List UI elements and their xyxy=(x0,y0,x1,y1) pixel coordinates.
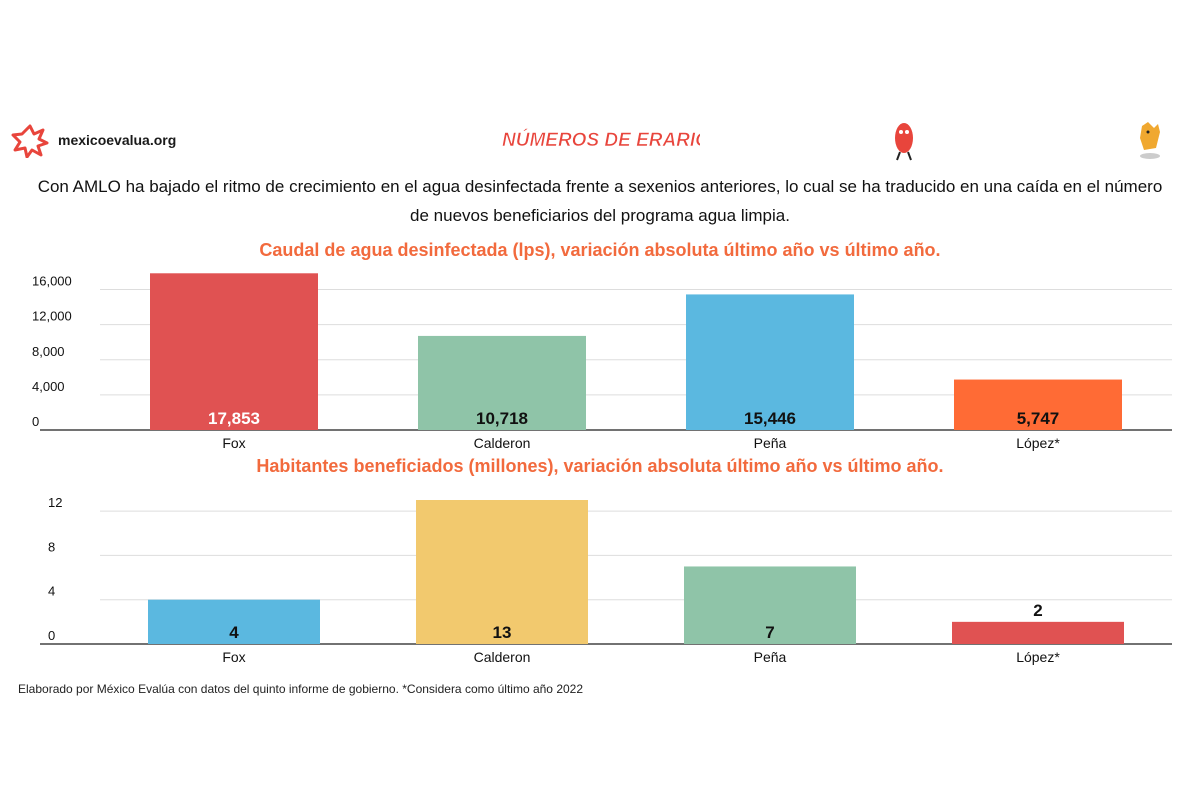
x-tick-label: Calderon xyxy=(474,649,531,665)
bar xyxy=(416,500,588,644)
x-tick-label: Fox xyxy=(222,649,245,665)
header: mexicoevalua.org NÚMEROS DE ERARIO xyxy=(0,118,1200,162)
data-label: 17,853 xyxy=(208,409,260,428)
y-tick-label: 0 xyxy=(48,628,55,643)
chart-title: Habitantes beneficiados (millones), vari… xyxy=(256,456,944,476)
x-tick-label: López* xyxy=(1016,649,1060,665)
mexico-evalua-logo-icon xyxy=(11,124,49,158)
data-label: 7 xyxy=(765,623,774,642)
bar xyxy=(684,566,856,644)
bar xyxy=(686,294,854,430)
data-label: 4 xyxy=(229,623,239,642)
headline: Con AMLO ha bajado el ritmo de crecimien… xyxy=(37,177,1163,225)
y-tick-label: 8,000 xyxy=(32,344,65,359)
bar xyxy=(952,621,1124,644)
x-tick-label: Fox xyxy=(222,435,245,451)
bar-chart-habitantes: 0 4 8 12 4 Fox 13 Calderon 7 Peña 2 López* xyxy=(40,495,1172,665)
x-tick-label: Peña xyxy=(754,649,787,665)
y-tick-label: 8 xyxy=(48,539,55,554)
bar xyxy=(148,599,320,644)
mascot-icon xyxy=(1140,122,1160,159)
site-name: mexicoevalua.org xyxy=(58,132,177,148)
numeros-de-erario-logo: NÚMEROS DE ERARIO xyxy=(502,129,700,152)
x-tick-label: López* xyxy=(1016,435,1060,451)
y-tick-label: 12 xyxy=(48,495,62,510)
bar xyxy=(150,273,318,430)
y-tick-label: 4,000 xyxy=(32,379,65,394)
bar-chart-caudal: 0 4,000 8,000 12,000 16,000 17,853 Fox 10,718 Ca… xyxy=(32,273,1172,451)
chart-title: Caudal de agua desinfectada (lps), varia… xyxy=(259,240,941,260)
mascot-icon xyxy=(895,123,913,161)
data-label: 5,747 xyxy=(1017,409,1060,428)
footnote: Elaborado por México Evalúa con datos de… xyxy=(18,682,584,696)
data-label: 15,446 xyxy=(744,409,796,428)
x-tick-label: Calderon xyxy=(474,435,531,451)
bar xyxy=(954,379,1122,430)
y-tick-label: 12,000 xyxy=(32,309,72,324)
y-tick-label: 4 xyxy=(48,584,55,599)
x-tick-label: Peña xyxy=(754,435,787,451)
data-label: 10,718 xyxy=(476,409,528,428)
y-tick-label: 16,000 xyxy=(32,274,72,289)
data-label: 2 xyxy=(1033,601,1042,620)
y-tick-label: 0 xyxy=(32,414,39,429)
brand[interactable]: mexicoevalua.org xyxy=(10,122,176,158)
data-label: 13 xyxy=(493,623,512,642)
bar xyxy=(418,335,586,430)
logo-text: NÚMEROS DE ERARIO xyxy=(502,129,700,151)
